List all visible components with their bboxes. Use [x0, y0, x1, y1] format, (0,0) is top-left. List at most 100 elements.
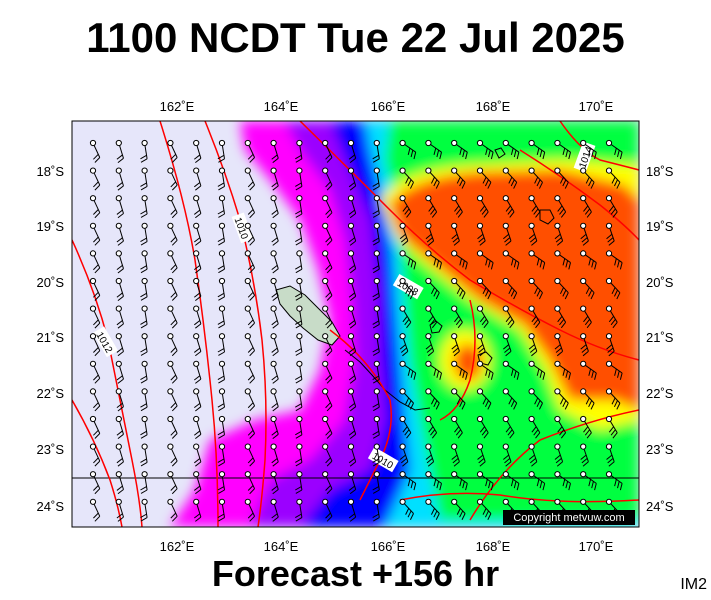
wind-barb-station	[89, 443, 97, 450]
wind-barb-feather	[400, 458, 407, 464]
wind-barb-station	[425, 360, 432, 367]
wind-barb-feather	[484, 400, 489, 408]
wind-barb-station	[141, 443, 148, 450]
wind-barb-station	[580, 167, 587, 174]
wind-barb-feather	[295, 182, 302, 187]
wind-barb-feather	[562, 479, 566, 487]
wind-barb-station	[528, 360, 535, 367]
wind-barb-feather	[372, 268, 380, 274]
wind-barb-feather	[171, 460, 178, 467]
wind-barb-feather	[171, 267, 178, 274]
wind-barb-feather	[372, 406, 380, 412]
wind-barb-station	[399, 195, 406, 202]
wind-barb-feather	[487, 402, 492, 410]
wind-barb-feather	[406, 211, 412, 218]
wind-barb-station	[167, 139, 174, 147]
wind-barb-feather	[349, 433, 356, 439]
wind-barb-feather	[614, 479, 617, 487]
wind-barb-feather	[140, 296, 148, 301]
wind-barb-feather	[140, 213, 148, 218]
wind-barb-feather	[413, 372, 417, 380]
wind-barb-feather	[482, 508, 487, 515]
lat-tick-label: 21˚S	[646, 330, 674, 345]
wind-barb-feather	[116, 264, 123, 271]
wind-barb-station	[167, 333, 174, 340]
wind-barb-feather	[372, 517, 380, 522]
lat-tick-label: 18˚S	[646, 164, 674, 179]
wind-barb-feather	[93, 402, 99, 409]
wind-barb-feather	[538, 292, 543, 300]
wind-barb-feather	[326, 267, 333, 274]
wind-barb-feather	[117, 323, 124, 329]
wind-barb-feather	[510, 289, 515, 297]
wind-barb-feather	[459, 479, 463, 487]
wind-barb-station	[244, 388, 251, 395]
wind-barb-feather	[586, 322, 592, 329]
wind-barb-feather	[488, 370, 491, 378]
wind-barb-station	[580, 277, 587, 285]
wind-barb-feather	[271, 237, 278, 243]
lon-tick-label: 170˚E	[579, 539, 614, 554]
wind-barb-station	[451, 305, 458, 312]
wind-barb-feather	[247, 485, 254, 491]
wind-barb-feather	[510, 400, 515, 408]
wind-barb-feather	[461, 292, 466, 300]
wind-barb-feather	[585, 287, 590, 295]
wind-barb-feather	[194, 154, 201, 160]
wind-barb-station	[399, 250, 406, 257]
wind-barb-feather	[217, 458, 225, 463]
wind-barb-station	[476, 305, 484, 312]
wind-barb-feather	[218, 185, 225, 191]
lat-tick-label: 19˚S	[37, 219, 65, 234]
wind-barb-station	[244, 443, 251, 450]
wind-barb-feather	[195, 489, 202, 495]
wind-barb-feather	[348, 237, 355, 243]
wind-barb-feather	[116, 375, 123, 381]
wind-barb-feather	[538, 182, 543, 189]
wind-barb-feather	[271, 182, 278, 188]
wind-barb-station	[347, 167, 355, 174]
wind-barb-feather	[117, 213, 124, 219]
wind-barb-feather	[117, 378, 124, 384]
wind-barb-station	[322, 222, 329, 229]
wind-barb-station	[270, 167, 277, 174]
wind-barb-feather	[531, 205, 537, 212]
wind-barb-feather	[349, 185, 356, 191]
image-id-label: IM2	[680, 576, 707, 593]
wind-barb-feather	[295, 158, 303, 163]
wind-barb-station	[605, 305, 613, 312]
wind-barb-feather	[485, 258, 488, 266]
wind-barb-station	[347, 222, 355, 229]
wind-barb-feather	[425, 233, 432, 240]
wind-barb-feather	[140, 513, 147, 519]
wind-barb-station	[605, 222, 613, 229]
wind-barb-station	[605, 360, 613, 367]
wind-barb-station	[244, 250, 251, 257]
wind-barb-feather	[528, 344, 535, 350]
wind-barb-station	[244, 195, 251, 202]
wind-barb-feather	[428, 426, 434, 433]
lon-ticks-top: 162˚E 164˚E 166˚E 168˚E 170˚E	[160, 99, 614, 114]
wind-barb-feather	[247, 209, 254, 215]
wind-barb-feather	[565, 260, 569, 268]
wind-barb-feather	[171, 377, 178, 384]
wind-barb-station	[580, 222, 587, 229]
wind-barb-feather	[348, 347, 355, 353]
wind-barb-feather	[140, 486, 147, 491]
wind-barb-feather	[194, 182, 201, 188]
wind-barb-feather	[507, 208, 513, 215]
wind-barb-feather	[295, 185, 303, 191]
wind-barb-feather	[117, 351, 124, 357]
wind-barb-feather	[559, 397, 564, 405]
wind-barb-feather	[568, 372, 571, 380]
wind-barb-station	[347, 139, 355, 147]
wind-barb-feather	[404, 208, 410, 215]
wind-barb-feather	[249, 377, 255, 384]
wind-barb-feather	[94, 157, 101, 163]
lat-tick-label: 22˚S	[646, 386, 674, 401]
wind-barb-station	[141, 139, 148, 147]
wind-barb-station	[167, 167, 174, 174]
wind-barb-station	[580, 250, 587, 257]
lat-tick-label: 18˚S	[37, 164, 65, 179]
wind-barb-station	[554, 167, 561, 174]
